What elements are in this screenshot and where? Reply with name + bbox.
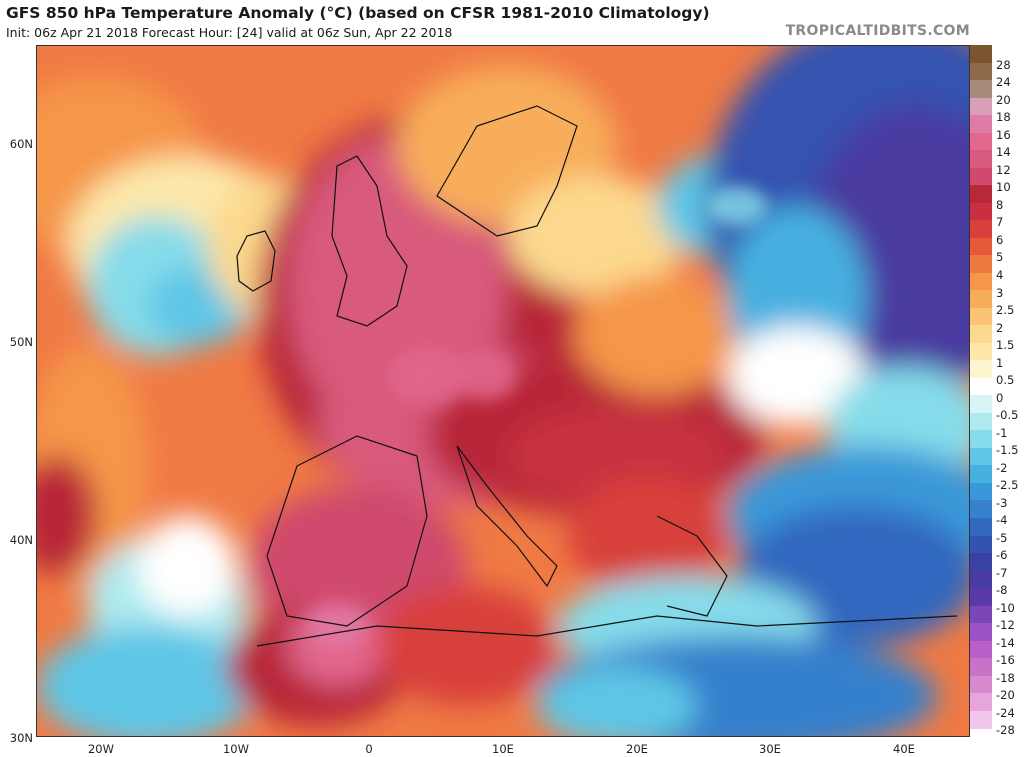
- colorbar-tick-label: 18: [996, 110, 1011, 125]
- lon-label-10w: 10W: [222, 742, 250, 756]
- lon-label-20e: 20E: [626, 742, 648, 756]
- colorbar-swatch: [970, 325, 992, 344]
- colorbar-tick-label: 16: [996, 127, 1011, 142]
- colorbar-tick-label: -18: [996, 670, 1015, 685]
- colorbar-swatch: [970, 237, 992, 257]
- colorbar-tick-label: 20: [996, 92, 1011, 107]
- coastlines: [236, 105, 958, 647]
- colorbar-tick-label: -2: [996, 460, 1008, 475]
- colorbar-tick-label: 12: [996, 162, 1011, 177]
- colorbar-swatch: [970, 360, 992, 379]
- colorbar-tick-label: -20: [996, 688, 1015, 703]
- colorbar-swatch: [970, 255, 992, 274]
- colorbar-tick-label: -0.5: [996, 408, 1019, 423]
- colorbar-tick-label: -2.5: [996, 478, 1019, 493]
- colorbar-swatch: [970, 658, 992, 677]
- colorbar-swatch: [970, 482, 992, 502]
- colorbar-tick-label: 1: [996, 355, 1004, 370]
- lat-label-50n: 50N: [9, 335, 33, 349]
- colorbar-tick-label: 28: [996, 57, 1011, 72]
- lat-label-30n: 30N: [9, 731, 33, 745]
- colorbar-swatch: [970, 167, 992, 187]
- colorbar-swatch: [970, 553, 992, 572]
- colorbar-swatch: [970, 150, 992, 169]
- colorbar-swatch: [970, 623, 992, 642]
- colorbar-swatch: [970, 675, 992, 695]
- colorbar-swatch: [970, 307, 992, 327]
- map-canvas: [37, 46, 969, 736]
- lon-label-0: 0: [365, 742, 373, 756]
- colorbar-swatch: [970, 500, 992, 519]
- colorbar-swatch: [970, 430, 992, 449]
- colorbar-swatch: [970, 588, 992, 607]
- colorbar-tick-label: 1.5: [996, 338, 1015, 353]
- forecast-info: Init: 06z Apr 21 2018 Forecast Hour: [24…: [6, 25, 453, 40]
- colorbar-swatch: [970, 62, 992, 82]
- colorbar-tick-label: -24: [996, 705, 1015, 720]
- colorbar-tick-label: -1.5: [996, 443, 1019, 458]
- lat-label-40n: 40N: [9, 533, 33, 547]
- colorbar-tick-label: -7: [996, 565, 1008, 580]
- colorbar-swatch: [970, 710, 992, 730]
- colorbar-tick-label: -16: [996, 653, 1015, 668]
- colorbar-swatch: [970, 693, 992, 712]
- colorbar-swatch: [970, 447, 992, 467]
- colorbar-tick-label: 2: [996, 320, 1004, 335]
- colorbar-tick-label: -6: [996, 548, 1008, 563]
- colorbar-swatch: [970, 132, 992, 152]
- colorbar-tick-label: -28: [996, 723, 1015, 738]
- colorbar-tick-label: 24: [996, 75, 1011, 90]
- colorbar-tick-label: -1: [996, 425, 1008, 440]
- colorbar-tick-label: 2.5: [996, 303, 1015, 318]
- colorbar-swatch: [970, 395, 992, 414]
- colorbar-tick-label: -14: [996, 635, 1015, 650]
- colorbar-swatch: [970, 97, 992, 117]
- colorbar-tick-label: 14: [996, 145, 1011, 160]
- colorbar-swatch: [970, 412, 992, 432]
- colorbar-tick-label: 6: [996, 232, 1004, 247]
- lon-label-40e: 40E: [893, 742, 915, 756]
- colorbar-tick-label: 8: [996, 197, 1004, 212]
- colorbar-tick-label: 3: [996, 285, 1004, 300]
- colorbar-tick-label: 10: [996, 180, 1011, 195]
- colorbar-tick-label: -3: [996, 495, 1008, 510]
- colorbar-swatch: [970, 605, 992, 625]
- lon-label-10e: 10E: [492, 742, 514, 756]
- map-title: GFS 850 hPa Temperature Anomaly (°C) (ba…: [6, 4, 710, 22]
- colorbar-tick-label: 5: [996, 250, 1004, 265]
- colorbar-swatch: [970, 377, 992, 397]
- colorbar-swatch: [970, 115, 992, 134]
- colorbar-swatch: [970, 45, 992, 64]
- colorbar-tick-label: 0: [996, 390, 1004, 405]
- colorbar-swatch: [970, 272, 992, 292]
- lon-label-30e: 30E: [759, 742, 781, 756]
- colorbar-swatch: [970, 535, 992, 555]
- colorbar: [970, 45, 992, 737]
- colorbar-tick-label: -5: [996, 530, 1008, 545]
- colorbar-swatch: [970, 80, 992, 99]
- colorbar-tick-label: -10: [996, 600, 1015, 615]
- lat-label-60n: 60N: [9, 137, 33, 151]
- colorbar-swatch: [970, 202, 992, 222]
- colorbar-tick-label: -4: [996, 513, 1008, 528]
- colorbar-tick-label: 0.5: [996, 373, 1015, 388]
- lon-label-20w: 20W: [87, 742, 115, 756]
- colorbar-swatch: [970, 640, 992, 660]
- colorbar-swatch: [970, 465, 992, 484]
- anomaly-map[interactable]: [36, 45, 970, 737]
- brand-watermark: TROPICALTIDBITS.COM: [785, 23, 970, 39]
- colorbar-tick-label: -12: [996, 618, 1015, 633]
- colorbar-tick-label: 4: [996, 267, 1004, 282]
- colorbar-swatch: [970, 220, 992, 239]
- colorbar-swatch: [970, 342, 992, 362]
- colorbar-swatch: [970, 185, 992, 204]
- colorbar-swatch: [970, 570, 992, 590]
- colorbar-tick-label: 7: [996, 215, 1004, 230]
- colorbar-swatch: [970, 518, 992, 537]
- colorbar-tick-label: -8: [996, 583, 1008, 598]
- colorbar-swatch: [970, 290, 992, 309]
